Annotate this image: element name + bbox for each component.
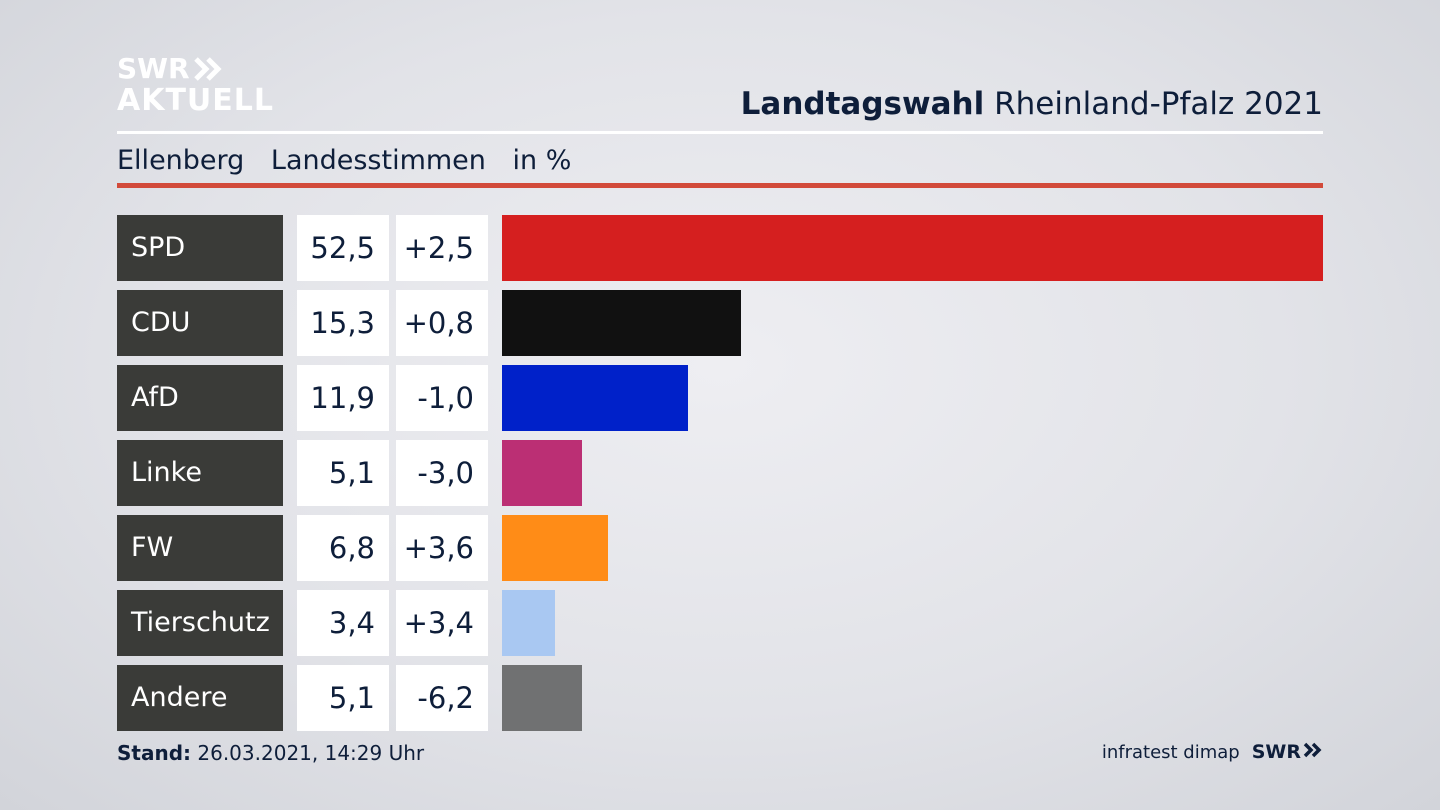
change-label: -3,0 [396, 440, 488, 506]
accent-divider [117, 183, 1323, 188]
subtitle-measure: Landesstimmen [270, 145, 486, 176]
double-chevron-icon [193, 57, 224, 81]
source-label: infratest dimap [1101, 741, 1240, 763]
title-rest: Rheinland-Pfalz 2021 [994, 86, 1323, 122]
change-label: +3,6 [396, 515, 488, 581]
title-bold: Landtagswahl [740, 86, 985, 122]
swr-footer-text: SWR [1251, 741, 1301, 763]
party-label: CDU [117, 290, 283, 356]
vote-share-label: 15,3 [297, 290, 389, 356]
logo-swr-text: SWR [117, 52, 190, 85]
double-chevron-small-icon [1303, 741, 1323, 763]
vote-share-label: 52,5 [297, 215, 389, 281]
timestamp: Stand: 26.03.2021, 14:29 Uhr [117, 741, 424, 765]
party-label: Tierschutz [117, 590, 283, 656]
change-label: -1,0 [396, 365, 488, 431]
change-label: -6,2 [396, 665, 488, 731]
swr-aktuell-logo: SWR AKTUELL [117, 55, 274, 116]
source-credit: infratest dimap SWR [1102, 741, 1323, 763]
logo-aktuell-text: AKTUELL [117, 83, 275, 118]
bar [502, 665, 582, 731]
vote-share-label: 6,8 [297, 515, 389, 581]
change-label: +3,4 [396, 590, 488, 656]
vote-share-label: 5,1 [297, 665, 389, 731]
stand-value: 26.03.2021, 14:29 Uhr [197, 741, 425, 765]
party-label: Linke [117, 440, 283, 506]
change-label: +0,8 [396, 290, 488, 356]
vote-share-label: 11,9 [297, 365, 389, 431]
vote-share-label: 5,1 [297, 440, 389, 506]
header-divider [117, 131, 1323, 134]
party-label: Andere [117, 665, 283, 731]
bar [502, 590, 555, 656]
vote-share-label: 3,4 [297, 590, 389, 656]
subtitle-unit: in % [512, 145, 572, 176]
party-label: FW [117, 515, 283, 581]
bar [502, 440, 582, 506]
stand-label: Stand: [117, 741, 192, 765]
chart-subtitle: Ellenberg Landesstimmen in % [117, 145, 589, 176]
swr-footer-logo: SWR [1252, 741, 1323, 763]
bar [502, 515, 608, 581]
subtitle-place: Ellenberg [117, 145, 245, 176]
page-title: Landtagswahl Rheinland-Pfalz 2021 [741, 86, 1323, 122]
bar [502, 365, 688, 431]
bar [502, 215, 1323, 281]
party-label: AfD [117, 365, 283, 431]
bar [502, 290, 741, 356]
change-label: +2,5 [396, 215, 488, 281]
party-label: SPD [117, 215, 283, 281]
